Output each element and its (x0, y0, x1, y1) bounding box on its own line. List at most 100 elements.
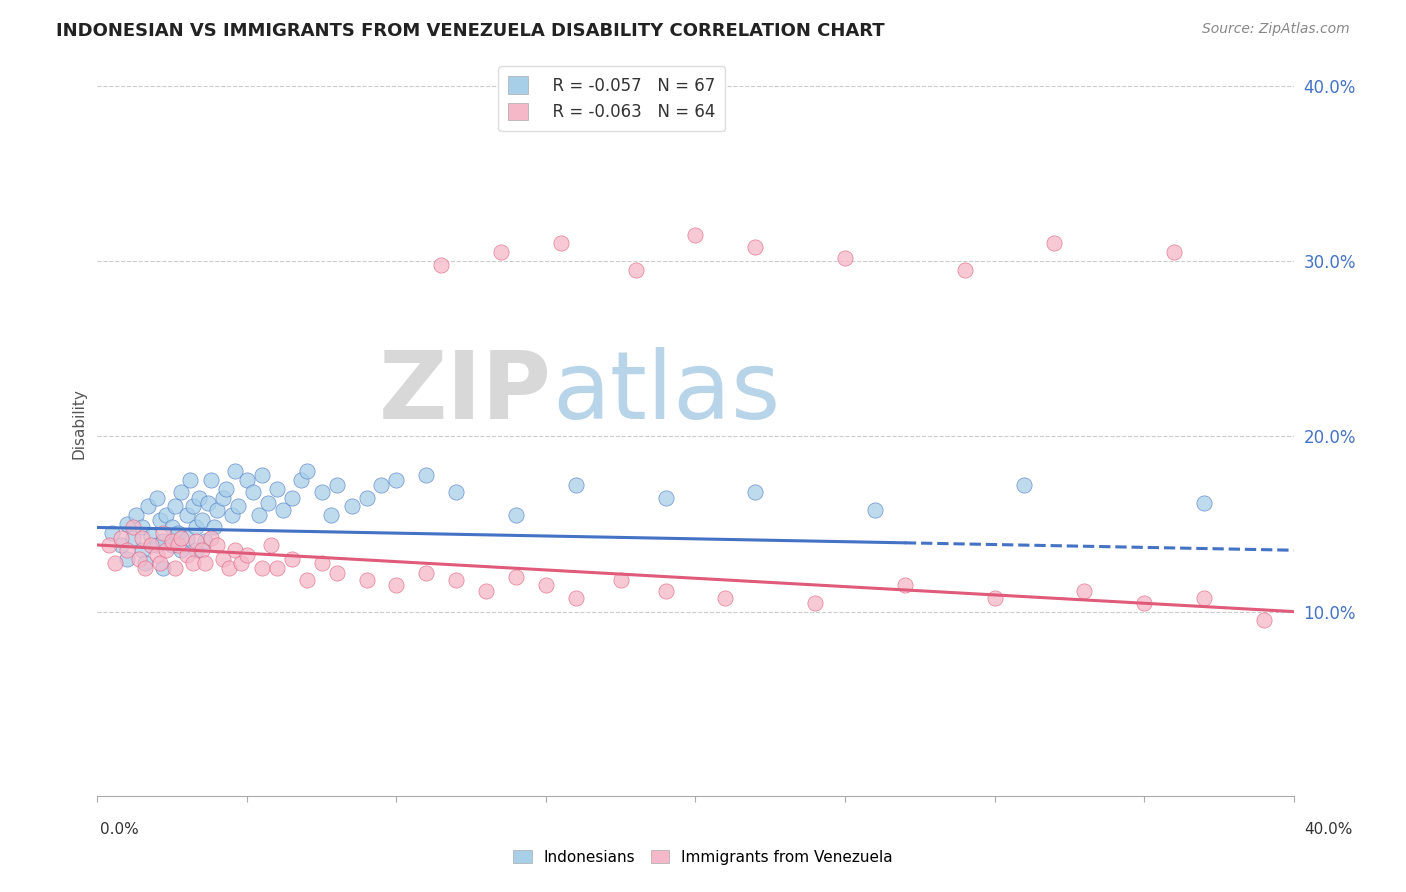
Point (654, 583, 676, 598)
Point (247, 508, 270, 523)
Point (179, 473, 201, 487)
Point (200, 473, 222, 487)
Point (242, 485, 264, 500)
Point (146, 549, 169, 563)
Point (160, 534, 183, 549)
Point (149, 556, 172, 570)
Point (167, 525, 190, 540)
Point (160, 520, 183, 534)
Point (155, 508, 177, 523)
Point (122, 520, 145, 534)
Text: ZIP: ZIP (380, 347, 553, 440)
Point (205, 538, 228, 552)
Y-axis label: Disability: Disability (72, 388, 86, 458)
Point (184, 543, 207, 558)
Legend:   R = -0.057   N = 67,   R = -0.063   N = 64: R = -0.057 N = 67, R = -0.063 N = 64 (498, 67, 725, 131)
Point (194, 556, 217, 570)
Point (167, 538, 190, 552)
Point (101, 525, 124, 540)
Point (256, 496, 278, 510)
Point (370, 478, 392, 492)
Point (1133, 596, 1156, 610)
Point (260, 538, 283, 552)
Point (152, 525, 174, 540)
Point (415, 467, 437, 482)
Point (215, 482, 238, 496)
Point (489, 245, 512, 260)
Point (200, 531, 222, 545)
Point (311, 485, 333, 500)
Point (160, 538, 183, 552)
Point (894, 578, 917, 592)
Point (236, 549, 259, 563)
Point (744, 240, 766, 254)
Point (117, 552, 139, 566)
Point (685, 227, 707, 242)
Point (609, 573, 631, 587)
Point (340, 500, 363, 514)
Point (184, 520, 207, 534)
Point (1073, 583, 1095, 598)
Point (181, 500, 204, 514)
Point (221, 508, 243, 523)
Point (444, 485, 467, 500)
Point (534, 578, 557, 592)
Point (325, 478, 347, 492)
Point (184, 534, 207, 549)
Point (141, 529, 163, 543)
Point (1192, 591, 1215, 605)
Point (134, 561, 156, 575)
Legend: Indonesians, Immigrants from Venezuela: Indonesians, Immigrants from Venezuela (508, 844, 898, 871)
Text: 40.0%: 40.0% (1305, 822, 1353, 837)
Point (131, 543, 153, 558)
Point (176, 549, 198, 563)
Point (176, 508, 198, 523)
Point (266, 561, 288, 575)
Point (125, 508, 148, 523)
Point (290, 473, 312, 487)
Point (170, 531, 193, 545)
Point (250, 561, 273, 575)
Point (212, 552, 235, 566)
Point (117, 543, 139, 558)
Point (714, 591, 737, 605)
Point (654, 491, 676, 505)
Point (565, 478, 588, 492)
Point (744, 485, 766, 500)
Point (1192, 496, 1215, 510)
Point (131, 520, 153, 534)
Point (197, 496, 219, 510)
Point (224, 543, 246, 558)
Point (149, 513, 172, 527)
Point (565, 591, 588, 605)
Point (834, 251, 856, 265)
Point (953, 262, 976, 277)
Point (319, 508, 342, 523)
Point (218, 561, 240, 575)
Text: 0.0%: 0.0% (100, 822, 139, 837)
Point (155, 543, 177, 558)
Point (475, 583, 498, 598)
Point (131, 531, 153, 545)
Point (212, 491, 235, 505)
Point (224, 464, 246, 478)
Point (356, 491, 378, 505)
Point (176, 531, 198, 545)
Point (1043, 236, 1066, 251)
Point (236, 473, 259, 487)
Point (128, 552, 150, 566)
Point (202, 520, 225, 534)
Point (104, 556, 127, 570)
Point (385, 578, 408, 592)
Point (141, 538, 163, 552)
Text: INDONESIAN VS IMMIGRANTS FROM VENEZUELA DISABILITY CORRELATION CHART: INDONESIAN VS IMMIGRANTS FROM VENEZUELA … (56, 22, 884, 40)
Point (152, 561, 174, 575)
Point (1014, 478, 1036, 492)
Point (295, 464, 318, 478)
Point (165, 500, 187, 514)
Point (983, 591, 1005, 605)
Text: Source: ZipAtlas.com: Source: ZipAtlas.com (1202, 22, 1350, 37)
Point (281, 491, 304, 505)
Point (250, 467, 273, 482)
Point (181, 556, 204, 570)
